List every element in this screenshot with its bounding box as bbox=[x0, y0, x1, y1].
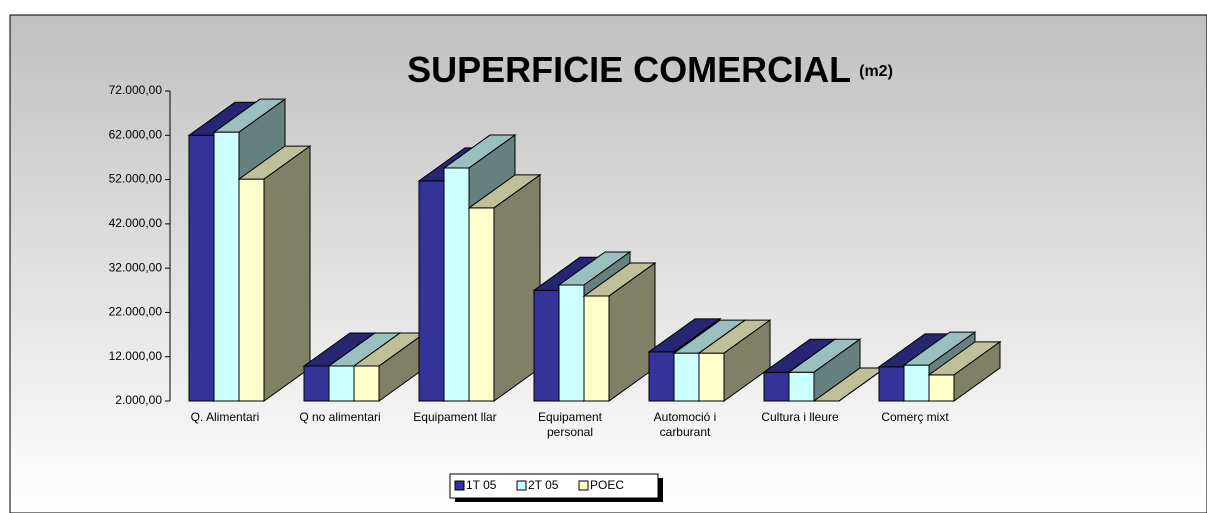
bar-front bbox=[303, 365, 330, 402]
x-tick-label: Equipament personal bbox=[537, 410, 603, 439]
title: SUPERFICIE COMERCIAL bbox=[407, 49, 851, 90]
y-tick-label: 22.000,00 bbox=[109, 305, 163, 319]
bar bbox=[352, 332, 427, 402]
bar-front bbox=[188, 134, 215, 402]
bar-front bbox=[903, 364, 930, 402]
bar-front bbox=[443, 167, 470, 402]
legend-label: POEC bbox=[590, 478, 624, 492]
bar bbox=[787, 338, 862, 402]
bar-front bbox=[763, 371, 790, 402]
bar-side bbox=[493, 173, 541, 402]
x-tick-label: Q. Alimentari bbox=[190, 410, 260, 424]
legend-label: 2T 05 bbox=[528, 478, 559, 492]
y-tick-label: 2.000,00 bbox=[115, 393, 162, 407]
bar bbox=[927, 340, 1002, 402]
bar-front bbox=[583, 295, 610, 402]
chart-title: SUPERFICIE COMERCIAL (m2) bbox=[407, 49, 893, 90]
bar-front bbox=[328, 365, 355, 402]
bar-front bbox=[648, 351, 675, 402]
legend-label: 1T 05 bbox=[466, 478, 497, 492]
x-tick-label: Equipament llar bbox=[413, 410, 497, 424]
x-tick-label: Q no alimentari bbox=[299, 410, 381, 424]
y-tick-label: 32.000,00 bbox=[109, 260, 163, 274]
bar-front bbox=[788, 371, 815, 402]
bar bbox=[237, 145, 312, 402]
bar-front bbox=[698, 352, 725, 402]
bar-front bbox=[558, 284, 585, 402]
bar-front bbox=[238, 178, 265, 402]
legend-swatch bbox=[578, 480, 589, 491]
subtitle: (m2) bbox=[859, 63, 893, 80]
y-tick-label: 62.000,00 bbox=[109, 127, 163, 141]
y-tick-label: 12.000,00 bbox=[109, 349, 163, 363]
bar-front bbox=[418, 180, 445, 402]
x-tick-label: Cultura i lleure bbox=[761, 410, 839, 424]
x-tick-label: Comerç mixt bbox=[881, 410, 949, 424]
y-tick-label: 42.000,00 bbox=[109, 216, 163, 230]
bar-front bbox=[533, 289, 560, 402]
bar-front bbox=[353, 365, 380, 402]
bar-front bbox=[878, 366, 905, 402]
y-tick-label: 52.000,00 bbox=[109, 172, 163, 186]
legend bbox=[449, 473, 659, 499]
legend-swatch bbox=[516, 480, 527, 491]
legend-swatch bbox=[454, 480, 465, 491]
bar-front bbox=[468, 207, 495, 402]
bar-side bbox=[953, 340, 1001, 402]
bar-side bbox=[263, 145, 311, 402]
bar-front bbox=[673, 352, 700, 402]
y-tick-label: 72.000,00 bbox=[109, 83, 163, 97]
bar-front bbox=[213, 131, 240, 402]
bar-front bbox=[928, 374, 955, 402]
x-tick-label: Automoció i carburant bbox=[653, 410, 717, 439]
bar bbox=[467, 173, 542, 402]
